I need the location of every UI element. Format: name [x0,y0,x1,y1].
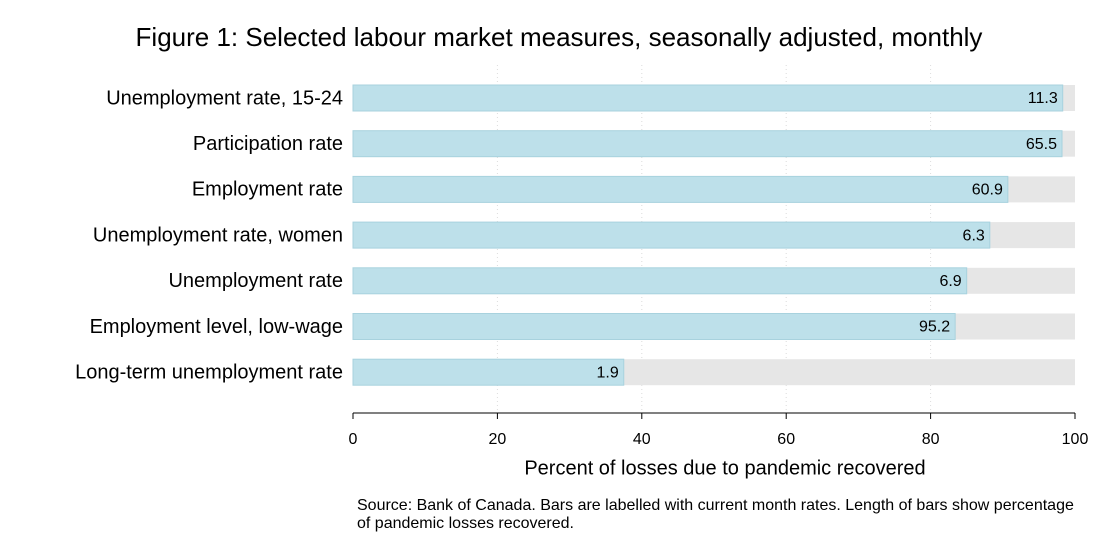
x-tick-label: 60 [777,431,795,448]
data-label: 6.3 [963,227,985,244]
y-tick-label: Employment level, low-wage [90,316,343,338]
data-label: 11.3 [1028,90,1058,107]
data-label: 6.9 [939,273,961,290]
bar [352,84,1064,112]
source-note: Source: Bank of Canada. Bars are labelle… [357,497,1074,532]
x-axis-label: Percent of losses due to pandemic recove… [524,457,925,479]
y-tick-label: Employment rate [192,179,343,201]
bar [352,221,991,249]
bar [352,175,1009,203]
y-tick-label: Participation rate [193,133,343,155]
y-tick-label: Long-term unemployment rate [75,361,343,383]
x-tick-label: 40 [633,431,651,448]
bar [352,358,625,386]
x-tick-label: 80 [922,431,940,448]
data-label: 65.5 [1026,136,1057,153]
bar [352,267,968,295]
y-tick-label: Unemployment rate, women [93,224,343,246]
data-label: 1.9 [597,364,619,381]
bar [352,313,956,340]
data-label: 95.2 [919,319,950,336]
x-tick-label: 0 [349,431,358,448]
y-tick-label: Unemployment rate [168,270,343,292]
bar [352,130,1063,158]
x-tick-label: 100 [1062,431,1089,448]
y-tick-label: Unemployment rate, 15-24 [106,87,343,109]
chart-title: Figure 1: Selected labour market measure… [136,22,983,52]
data-label: 60.9 [972,182,1003,199]
x-tick-label: 20 [489,431,507,448]
